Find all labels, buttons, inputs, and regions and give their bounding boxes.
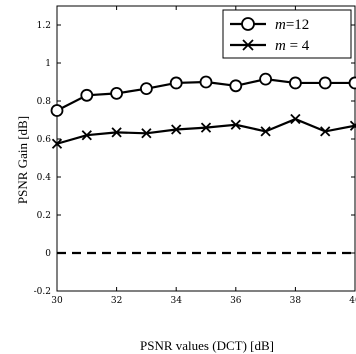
series-0-point-9 xyxy=(318,76,332,90)
y-tick-label-4: 0.6 xyxy=(37,135,52,145)
series-1-point-1 xyxy=(81,130,92,141)
series-0-point-8 xyxy=(288,76,302,90)
legend-box xyxy=(222,9,352,59)
x-tick-label-5: 40 xyxy=(349,296,356,306)
series-1-point-5 xyxy=(200,122,212,133)
series-0-point-10 xyxy=(348,76,356,90)
series-layer xyxy=(50,72,356,149)
y-tick-label-2: 0.2 xyxy=(37,211,51,221)
plot-frame xyxy=(56,5,356,292)
x-tick-label-1: 32 xyxy=(111,296,122,306)
x-axis-label: PSNR values (DCT) [dB] xyxy=(140,338,274,353)
series-1-point-10 xyxy=(349,120,356,131)
x-tick-label-3: 36 xyxy=(230,296,242,306)
series-0-point-6 xyxy=(229,79,243,93)
x-tick-label-4: 38 xyxy=(290,296,302,306)
series-1-point-3 xyxy=(141,128,152,139)
y-tick-label-5: 0.8 xyxy=(37,97,52,107)
series-1-point-6 xyxy=(230,119,241,130)
y-tick-label-0: -0.2 xyxy=(34,287,51,297)
series-1-point-8 xyxy=(290,113,301,125)
legend-marker-0 xyxy=(241,17,255,31)
series-0-point-4 xyxy=(169,76,183,90)
y-tick-label-3: 0.4 xyxy=(37,173,52,183)
y-tick-label-7: 1.2 xyxy=(37,21,51,31)
series-0-point-0 xyxy=(50,104,64,117)
series-1-point-0 xyxy=(51,138,63,149)
x-tick-label-0: 30 xyxy=(51,296,63,306)
series-0-point-3 xyxy=(139,82,153,96)
legend-label-1: m = 4 xyxy=(275,38,310,54)
y-tick-label-1: 0 xyxy=(45,249,51,259)
series-1-point-4 xyxy=(171,124,182,135)
series-1-point-2 xyxy=(111,127,122,138)
legend: m=12 m = 4 xyxy=(222,9,352,59)
y-tick-label-6: 1 xyxy=(45,59,51,69)
series-line-1 xyxy=(56,117,356,145)
legend-marker-1 xyxy=(242,39,254,51)
series-0-point-2 xyxy=(110,87,123,100)
legend-label-0: m=12 xyxy=(275,17,309,33)
axis-ticks: 30 32 34 36 38 40 -0.2 0 0.2 0.4 0.6 0.8 1 1.2 xyxy=(34,6,356,306)
y-axis-label: PSNR Gain [dB] xyxy=(15,116,30,204)
series-0-point-5 xyxy=(199,75,213,89)
series-0-point-1 xyxy=(80,88,94,102)
series-1-point-9 xyxy=(320,126,331,137)
x-tick-label-2: 34 xyxy=(170,296,182,306)
series-1-point-7 xyxy=(260,126,271,137)
series-0-point-7 xyxy=(259,72,273,86)
plot-area xyxy=(56,5,356,292)
